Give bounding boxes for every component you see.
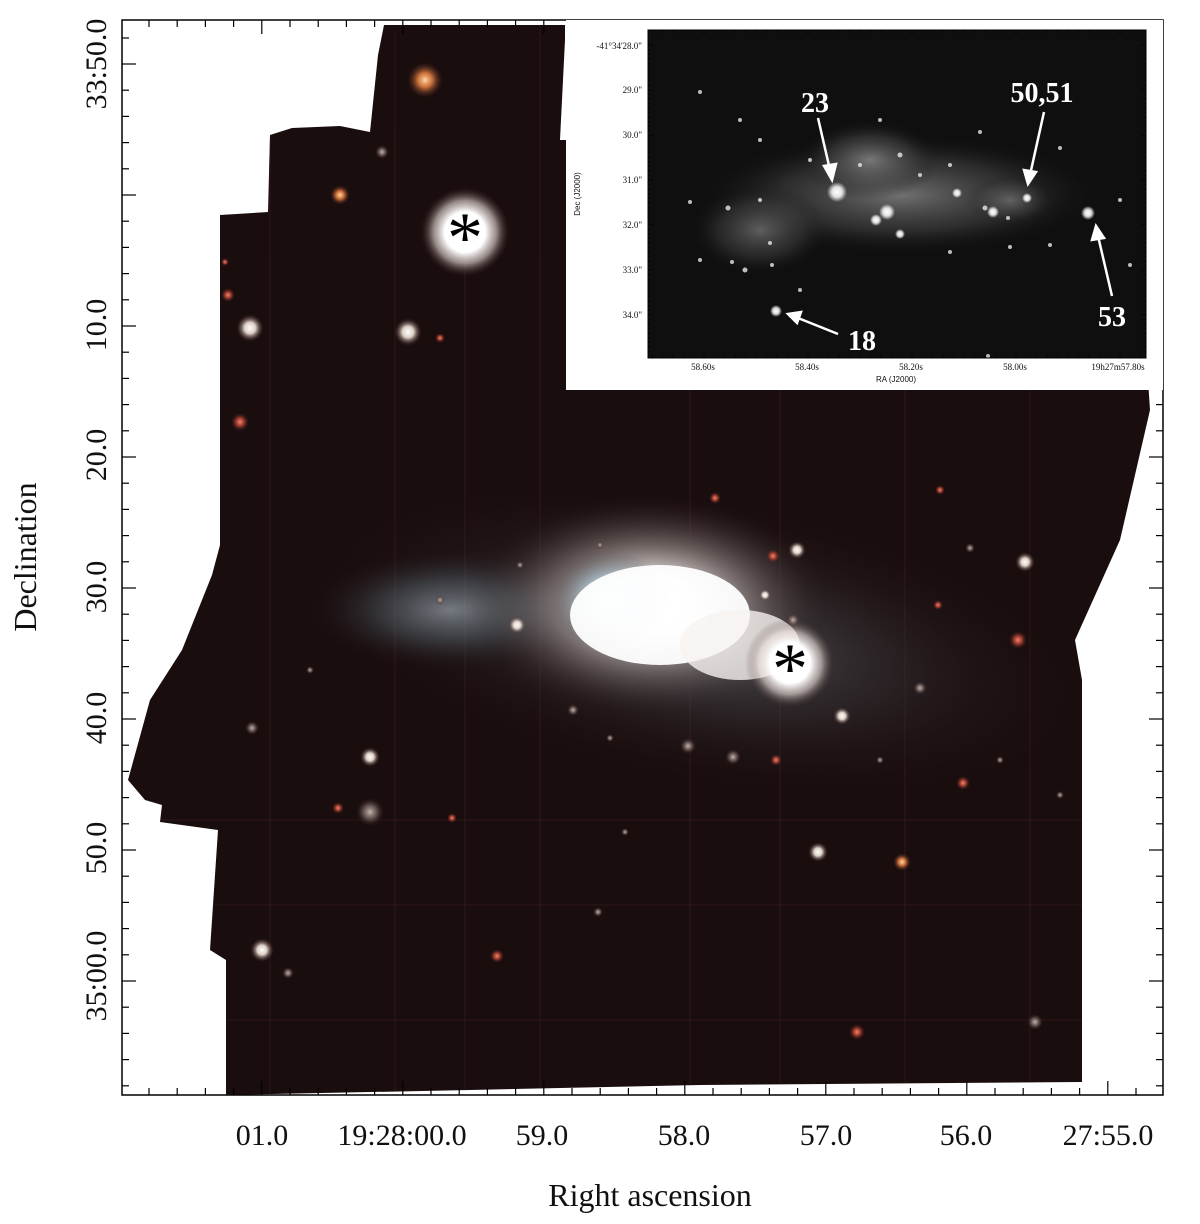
- inset-image: 23 50,51 53 18 -41°34'28.0" 29.0" 30.0" …: [566, 20, 1163, 390]
- x-tick-label: 56.0: [940, 1119, 993, 1152]
- inset-x-tick-label: 58.20s: [899, 362, 923, 372]
- annotation-23: 23: [801, 88, 829, 119]
- annotation-18: 18: [848, 326, 876, 357]
- inset-y-axis-label: Dec (J2000): [573, 172, 582, 216]
- inset-x-tick-label: 58.60s: [691, 362, 715, 372]
- y-tick-label: 50.0: [80, 822, 113, 875]
- inset-y-tick-label: 31.0": [623, 175, 643, 185]
- annotation-50-51: 50,51: [1011, 78, 1074, 109]
- inset-y-tick-label: 33.0": [623, 265, 643, 275]
- x-tick-label: 01.0: [236, 1119, 289, 1152]
- x-tick-label: 19:28:00.0: [337, 1119, 466, 1152]
- inset-y-tick-label: 30.0": [623, 130, 643, 140]
- inset-y-tick-label: 34.0": [623, 310, 643, 320]
- y-tick-label: 30.0: [80, 561, 113, 614]
- inset-arrows: [785, 111, 1114, 336]
- star-marker-north: *: [447, 198, 483, 278]
- inset-x-tick-label: 58.40s: [795, 362, 819, 372]
- y-tick-label: 40.0: [80, 692, 113, 745]
- y-tick-label: 33:50.0: [80, 19, 113, 110]
- inset-y-tick-label: 32.0": [623, 220, 643, 230]
- inset-y-tick-label: 29.0": [623, 85, 643, 95]
- y-tick-label: 35:00.0: [80, 931, 113, 1022]
- x-tick-label: 27:55.0: [1063, 1119, 1154, 1152]
- inset-x-axis-label: RA (J2000): [876, 375, 916, 384]
- x-axis-label: Right ascension: [548, 1177, 752, 1213]
- inset-y-tick-label: -41°34'28.0": [596, 41, 642, 51]
- star-marker-south: *: [772, 629, 808, 709]
- annotation-53: 53: [1098, 302, 1126, 333]
- x-tick-labels: 01.0 19:28:00.0 59.0 58.0 57.0 56.0 27:5…: [236, 1119, 1154, 1152]
- x-tick-label: 59.0: [516, 1119, 569, 1152]
- inset-frame: [647, 29, 1147, 359]
- inset-x-tick-label: 58.00s: [1003, 362, 1027, 372]
- y-axis-label: Declination: [7, 482, 43, 631]
- inset-x-tick-label: 19h27m57.80s: [1091, 362, 1145, 372]
- y-tick-label: 20.0: [80, 429, 113, 482]
- y-tick-labels: 33:50.0 10.0 20.0 30.0 40.0 50.0 35:00.0: [80, 19, 113, 1022]
- y-tick-label: 10.0: [80, 299, 113, 352]
- x-tick-label: 57.0: [800, 1119, 853, 1152]
- x-tick-label: 58.0: [658, 1119, 711, 1152]
